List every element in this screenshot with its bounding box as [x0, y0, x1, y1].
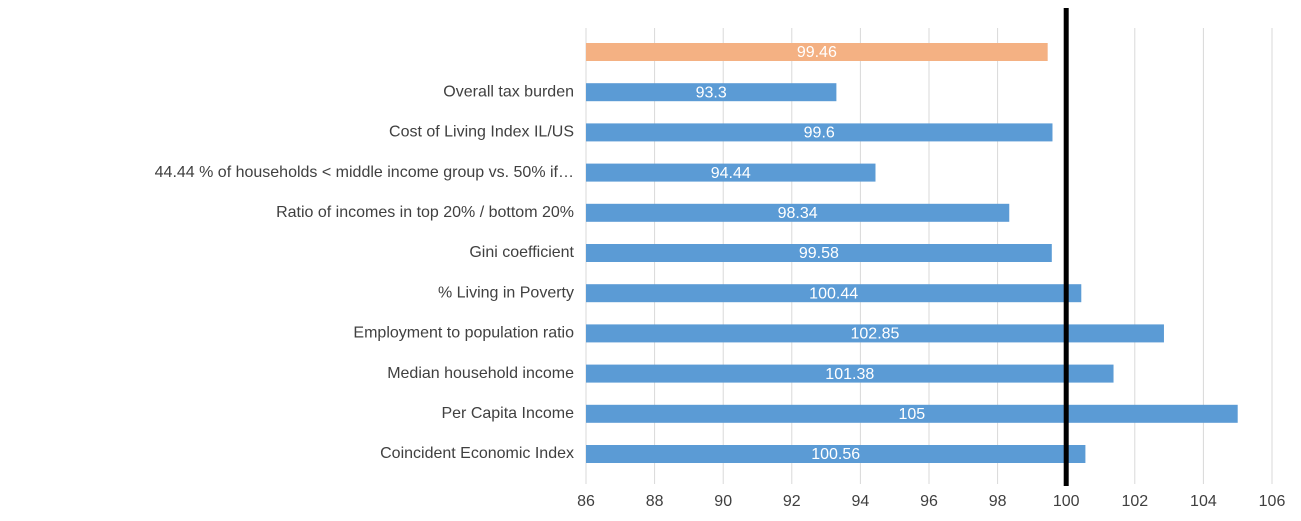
value-label: 100.56 — [811, 446, 860, 463]
value-label: 93.3 — [696, 84, 727, 101]
bar — [586, 43, 1048, 61]
category-label: Median household income — [387, 365, 574, 382]
bar — [586, 244, 1052, 262]
x-tick-label: 94 — [852, 493, 870, 510]
value-label: 101.38 — [825, 366, 874, 383]
bar — [586, 445, 1086, 463]
bar — [586, 364, 1114, 383]
value-label: 98.34 — [778, 205, 818, 222]
x-tick-label: 90 — [714, 493, 732, 510]
value-label: 99.58 — [799, 245, 839, 262]
value-label: 105 — [898, 406, 925, 423]
value-label: 100.44 — [809, 285, 858, 302]
bar — [586, 123, 1053, 142]
x-tick-label: 96 — [920, 493, 938, 510]
category-label: Overall tax burden — [443, 83, 574, 100]
value-label: 99.46 — [797, 44, 837, 61]
bar — [586, 203, 1010, 222]
category-label: Gini coefficient — [469, 244, 574, 261]
bar — [586, 163, 876, 182]
category-label: % Living in Poverty — [438, 284, 574, 301]
bar — [586, 83, 837, 102]
category-label: Per Capita Income — [441, 405, 574, 422]
category-label: Employment to population ratio — [353, 325, 574, 342]
category-label: Coincident Economic Index — [380, 445, 574, 462]
value-label: 94.44 — [711, 165, 751, 182]
x-tick-label: 102 — [1121, 493, 1148, 510]
category-label: 44.44 % of households < middle income gr… — [155, 164, 574, 181]
bar — [586, 324, 1164, 343]
bar — [586, 404, 1238, 423]
x-tick-label: 88 — [646, 493, 664, 510]
value-label: 102.85 — [851, 326, 900, 343]
x-tick-label: 106 — [1259, 493, 1286, 510]
x-tick-label: 92 — [783, 493, 801, 510]
category-label: Ratio of incomes in top 20% / bottom 20% — [276, 204, 574, 221]
x-tick-label: 100 — [1053, 493, 1080, 510]
category-label: Cost of Living Index IL/US — [389, 124, 574, 141]
x-tick-label: 104 — [1190, 493, 1217, 510]
value-label: 99.6 — [804, 125, 835, 142]
bar — [586, 284, 1082, 303]
x-tick-label: 98 — [989, 493, 1007, 510]
x-tick-label: 86 — [577, 493, 595, 510]
